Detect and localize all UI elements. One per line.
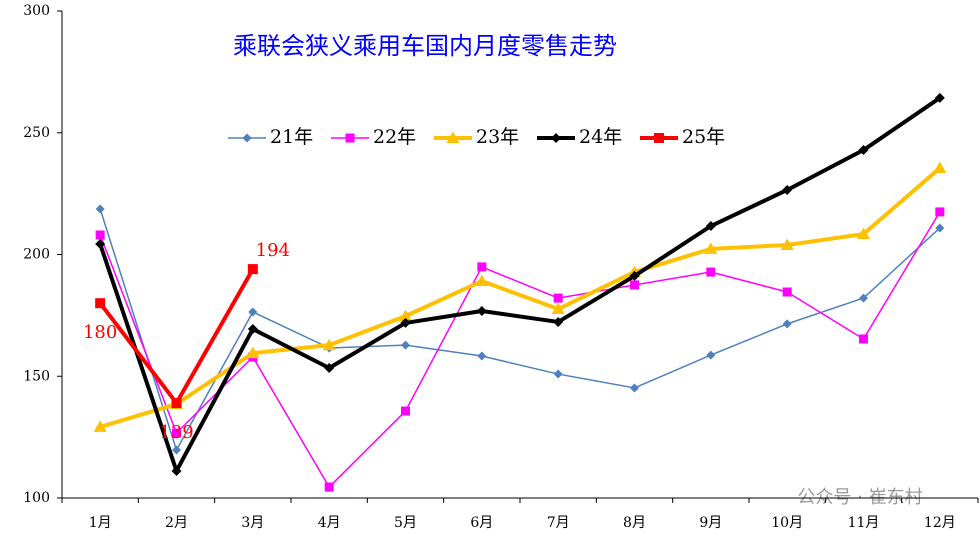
x-tick-label: 1月	[89, 515, 112, 531]
marker	[934, 92, 945, 103]
marker	[858, 145, 869, 156]
legend-marker	[551, 133, 561, 143]
marker	[630, 383, 639, 393]
marker	[629, 270, 640, 281]
marker	[859, 293, 868, 303]
marker	[706, 267, 716, 277]
y-tick-label: 100	[23, 490, 50, 506]
x-tick-label: 2月	[165, 515, 188, 531]
legend-label: 23年	[476, 126, 519, 148]
y-tick-label: 250	[23, 125, 50, 141]
legend-label: 24年	[579, 126, 622, 148]
x-tick-label: 5月	[394, 515, 417, 531]
x-tick-label: 6月	[470, 515, 493, 531]
marker	[705, 221, 716, 232]
series-line	[99, 166, 942, 429]
marker	[93, 420, 107, 432]
marker	[95, 239, 106, 250]
marker	[247, 264, 258, 275]
series-line	[99, 211, 941, 488]
marker	[477, 262, 487, 272]
marker	[95, 230, 105, 240]
marker	[706, 350, 716, 360]
data-label: 139	[159, 422, 193, 443]
marker	[782, 287, 792, 297]
marker	[401, 406, 410, 416]
marker	[247, 324, 258, 335]
marker	[630, 280, 639, 290]
marker	[859, 334, 868, 344]
x-tick-label: 9月	[699, 515, 722, 531]
marker	[553, 316, 564, 327]
marker	[400, 317, 411, 328]
marker	[322, 338, 336, 351]
marker	[553, 369, 563, 379]
marker	[553, 293, 563, 303]
legend-marker	[242, 133, 252, 143]
marker	[477, 351, 487, 361]
marker	[933, 161, 947, 174]
x-tick-label: 11月	[848, 515, 880, 531]
y-tick-label: 300	[23, 3, 50, 19]
chart-title: 乘联会狭义乘用车国内月度零售走势	[233, 32, 617, 60]
marker	[324, 362, 335, 373]
marker	[935, 207, 945, 217]
marker	[172, 428, 181, 438]
marker	[704, 242, 718, 254]
marker	[248, 307, 258, 317]
marker	[476, 305, 487, 316]
marker	[324, 482, 334, 492]
marker	[171, 465, 182, 476]
marker	[95, 298, 106, 309]
marker	[780, 238, 794, 251]
legend-label: 22年	[373, 126, 416, 148]
marker	[399, 309, 412, 322]
marker	[782, 319, 792, 329]
marker	[246, 346, 260, 359]
series-line	[98, 268, 255, 406]
marker	[551, 302, 565, 315]
y-tick-label: 150	[23, 368, 50, 384]
legend-marker	[654, 133, 664, 143]
x-tick-label: 3月	[241, 515, 264, 531]
data-label: 194	[256, 240, 290, 261]
marker	[782, 184, 793, 195]
series-line	[99, 208, 941, 451]
x-tick-label: 8月	[623, 515, 646, 531]
marker	[172, 445, 181, 455]
marker	[475, 274, 489, 287]
marker	[935, 223, 945, 233]
legend-label: 25年	[682, 126, 725, 148]
x-tick-label: 7月	[547, 515, 570, 531]
legend-label: 21年	[270, 126, 313, 148]
series-line	[98, 96, 941, 473]
marker	[857, 227, 870, 240]
legend-marker	[345, 133, 355, 143]
x-tick-label: 10月	[771, 515, 803, 531]
data-label: 180	[83, 322, 117, 343]
x-tick-label: 4月	[318, 515, 341, 531]
x-tick-label: 12月	[924, 515, 956, 531]
marker	[401, 340, 410, 350]
legend-marker	[446, 131, 460, 143]
marker	[171, 398, 182, 409]
marker	[95, 204, 105, 214]
y-tick-label: 200	[23, 247, 50, 263]
